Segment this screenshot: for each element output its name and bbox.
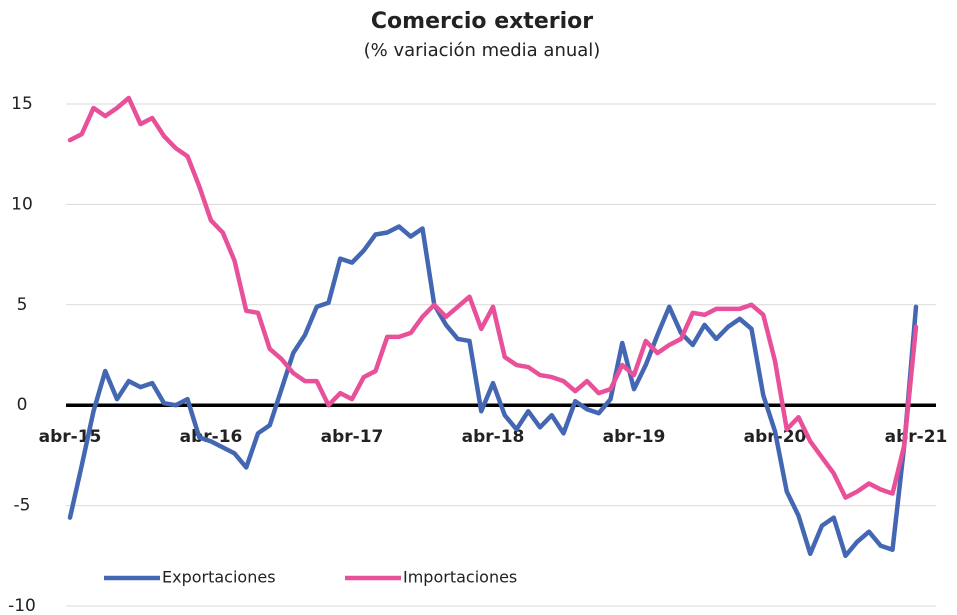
- chart-subtitle: (% variación media anual): [364, 40, 601, 61]
- x-tick-label: abr-18: [462, 427, 525, 447]
- x-tick-label: abr-15: [39, 427, 102, 447]
- y-tick-label: -5: [14, 496, 31, 516]
- y-tick-label: 0: [17, 395, 28, 415]
- y-tick-label: 15: [11, 94, 33, 114]
- legend-label: Exportaciones: [162, 568, 276, 587]
- x-tick-label: abr-16: [180, 427, 243, 447]
- chart-title: Comercio exterior: [371, 9, 593, 34]
- x-tick-label: abr-21: [885, 427, 948, 447]
- y-tick-label: 5: [17, 295, 28, 315]
- x-tick-label: abr-17: [321, 427, 384, 447]
- legend-label: Importaciones: [403, 568, 517, 587]
- y-tick-label: 10: [11, 194, 33, 214]
- series-line: [67, 95, 919, 500]
- x-tick-label: abr-19: [603, 427, 666, 447]
- y-tick-label: -10: [8, 596, 36, 615]
- series-line: [67, 224, 919, 559]
